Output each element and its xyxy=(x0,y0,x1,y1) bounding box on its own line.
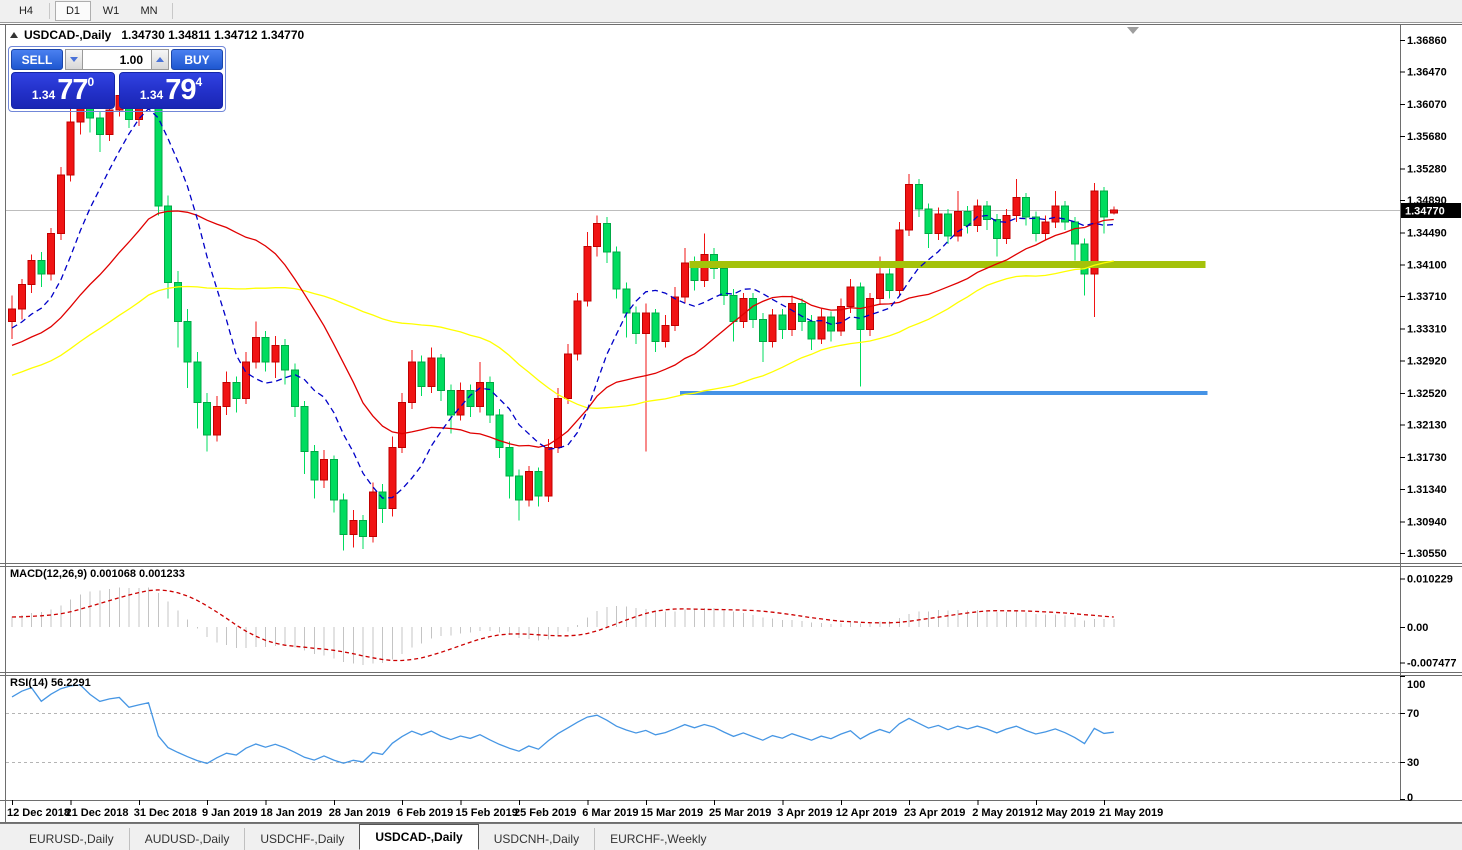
svg-text:12 May 2019: 12 May 2019 xyxy=(1031,807,1095,819)
svg-text:1.30940: 1.30940 xyxy=(1407,516,1447,528)
chevron-down-icon xyxy=(70,57,78,62)
chart-shift-marker-icon[interactable] xyxy=(1127,27,1139,34)
buy-price-pip: 4 xyxy=(195,75,203,89)
svg-text:25 Feb 2019: 25 Feb 2019 xyxy=(514,807,576,819)
toolbar-separator xyxy=(172,3,173,19)
svg-text:12 Apr 2019: 12 Apr 2019 xyxy=(836,807,897,819)
svg-text:-0.007477: -0.007477 xyxy=(1407,658,1457,670)
timeframe-button-h4[interactable]: H4 xyxy=(18,5,34,17)
chart-tabs: EURUSD-,Daily AUDUSD-,Daily USDCHF-,Daily U… xyxy=(0,823,1462,850)
svg-text:18 Jan 2019: 18 Jan 2019 xyxy=(261,807,323,819)
chevron-up-icon xyxy=(156,57,164,62)
chart-symbol-label: USDCAD-,Daily xyxy=(24,28,112,42)
ma-slow-line xyxy=(11,260,1114,409)
buy-price-prefix: 1.34 xyxy=(139,88,164,102)
timeframe-button-d1[interactable]: D1 xyxy=(55,1,91,21)
tab-audusd-daily[interactable]: AUDUSD-,Daily xyxy=(128,828,245,850)
resistance-line[interactable] xyxy=(689,260,1206,268)
macd-axis[interactable]: 0.010229 0.00 -0.007477 xyxy=(1400,573,1457,670)
svg-text:6 Mar 2019: 6 Mar 2019 xyxy=(582,807,638,819)
volume-decrease-button[interactable] xyxy=(65,49,83,70)
timeframe-toolbar: H4 D1 W1 MN xyxy=(0,0,1462,23)
buy-button[interactable]: BUY xyxy=(171,49,223,70)
support-line[interactable] xyxy=(679,390,1208,395)
tab-eurchf-weekly[interactable]: EURCHF-,Weekly xyxy=(594,828,721,850)
svg-text:1.36860: 1.36860 xyxy=(1407,35,1447,47)
rsi-line xyxy=(11,684,1114,765)
svg-text:1.32520: 1.32520 xyxy=(1407,388,1447,400)
svg-text:1.32130: 1.32130 xyxy=(1407,420,1447,432)
svg-text:12 Dec 2018: 12 Dec 2018 xyxy=(7,807,70,819)
svg-text:15 Feb 2019: 15 Feb 2019 xyxy=(456,807,518,819)
svg-text:6 Feb 2019: 6 Feb 2019 xyxy=(397,807,453,819)
rsi-pane[interactable] xyxy=(6,684,1400,765)
chart-title: USDCAD-,Daily 1.34730 1.34811 1.34712 1.… xyxy=(10,28,304,42)
svg-text:1.31340: 1.31340 xyxy=(1407,484,1447,496)
volume-input[interactable] xyxy=(83,49,151,70)
timeframe-button-mn[interactable]: MN xyxy=(140,5,158,17)
axes[interactable]: 1.368601.364701.360701.356801.352801.348… xyxy=(0,24,1462,823)
sell-price-main: 77 xyxy=(57,74,88,107)
rsi-indicator-label: RSI(14) 56.2291 xyxy=(10,677,91,689)
svg-text:1.34100: 1.34100 xyxy=(1407,259,1447,271)
sell-price-prefix: 1.34 xyxy=(31,88,56,102)
volume-increase-button[interactable] xyxy=(151,49,169,70)
svg-text:30: 30 xyxy=(1407,757,1419,769)
svg-text:0.00: 0.00 xyxy=(1407,622,1428,634)
svg-text:3 Apr 2019: 3 Apr 2019 xyxy=(777,807,832,819)
svg-text:0.010229: 0.010229 xyxy=(1407,573,1453,585)
ma-fast-line xyxy=(11,107,1114,499)
symbol-collapse-icon[interactable] xyxy=(10,32,18,38)
macd-pane[interactable] xyxy=(11,587,1115,665)
volume-stepper xyxy=(65,49,169,70)
svg-text:15 Mar 2019: 15 Mar 2019 xyxy=(641,807,703,819)
svg-text:100: 100 xyxy=(1407,679,1425,691)
buy-price-main: 79 xyxy=(165,74,196,107)
buy-price-display[interactable]: 1.34 79 4 xyxy=(119,72,223,109)
sell-price-display[interactable]: 1.34 77 0 xyxy=(11,72,115,109)
rsi-axis[interactable]: 100 70 30 0 xyxy=(1400,676,1425,805)
sell-price-pip: 0 xyxy=(87,75,95,89)
svg-text:23 Apr 2019: 23 Apr 2019 xyxy=(904,807,965,819)
svg-text:0: 0 xyxy=(1407,792,1413,804)
svg-text:1.35680: 1.35680 xyxy=(1407,131,1447,143)
svg-text:70: 70 xyxy=(1407,708,1419,720)
svg-text:2 May 2019: 2 May 2019 xyxy=(972,807,1030,819)
tab-usdcnh-daily[interactable]: USDCNH-,Daily xyxy=(493,832,580,846)
price-axis[interactable]: 1.368601.364701.360701.356801.352801.348… xyxy=(1400,35,1461,560)
svg-text:1.36070: 1.36070 xyxy=(1407,99,1447,111)
svg-text:31 Dec 2018: 31 Dec 2018 xyxy=(134,807,197,819)
one-click-trading-panel: SELL BUY 1.34 77 0 1.34 79 4 xyxy=(8,46,226,112)
svg-text:1.34490: 1.34490 xyxy=(1407,228,1447,240)
svg-text:1.36470: 1.36470 xyxy=(1407,67,1447,79)
svg-text:1.33310: 1.33310 xyxy=(1407,324,1447,336)
svg-text:1.35280: 1.35280 xyxy=(1407,163,1447,175)
sell-button[interactable]: SELL xyxy=(11,49,63,70)
tab-usdcad-daily[interactable]: USDCAD-,Daily xyxy=(359,824,479,850)
tab-eurusd-daily[interactable]: EURUSD-,Daily xyxy=(29,832,114,846)
svg-text:21 Dec 2018: 21 Dec 2018 xyxy=(66,807,129,819)
svg-text:1.32920: 1.32920 xyxy=(1407,355,1447,367)
svg-text:9 Jan 2019: 9 Jan 2019 xyxy=(202,807,258,819)
macd-indicator-label: MACD(12,26,9) 0.001068 0.001233 xyxy=(10,568,185,580)
candlesticks xyxy=(8,75,1118,551)
timeframe-button-w1[interactable]: W1 xyxy=(102,5,120,17)
toolbar-separator xyxy=(49,3,50,19)
svg-text:25 Mar 2019: 25 Mar 2019 xyxy=(709,807,771,819)
svg-text:1.34770: 1.34770 xyxy=(1405,206,1445,218)
svg-text:1.33710: 1.33710 xyxy=(1407,291,1447,303)
svg-text:28 Jan 2019: 28 Jan 2019 xyxy=(329,807,391,819)
svg-text:21 May 2019: 21 May 2019 xyxy=(1099,807,1163,819)
current-price-tag xyxy=(1401,203,1461,218)
svg-text:1.31730: 1.31730 xyxy=(1407,452,1447,464)
svg-text:1.30550: 1.30550 xyxy=(1407,548,1447,560)
price-pane[interactable] xyxy=(6,75,1400,551)
chart-quote-values: 1.34730 1.34811 1.34712 1.34770 xyxy=(121,28,305,42)
tab-usdchf-daily[interactable]: USDCHF-,Daily xyxy=(244,828,359,850)
